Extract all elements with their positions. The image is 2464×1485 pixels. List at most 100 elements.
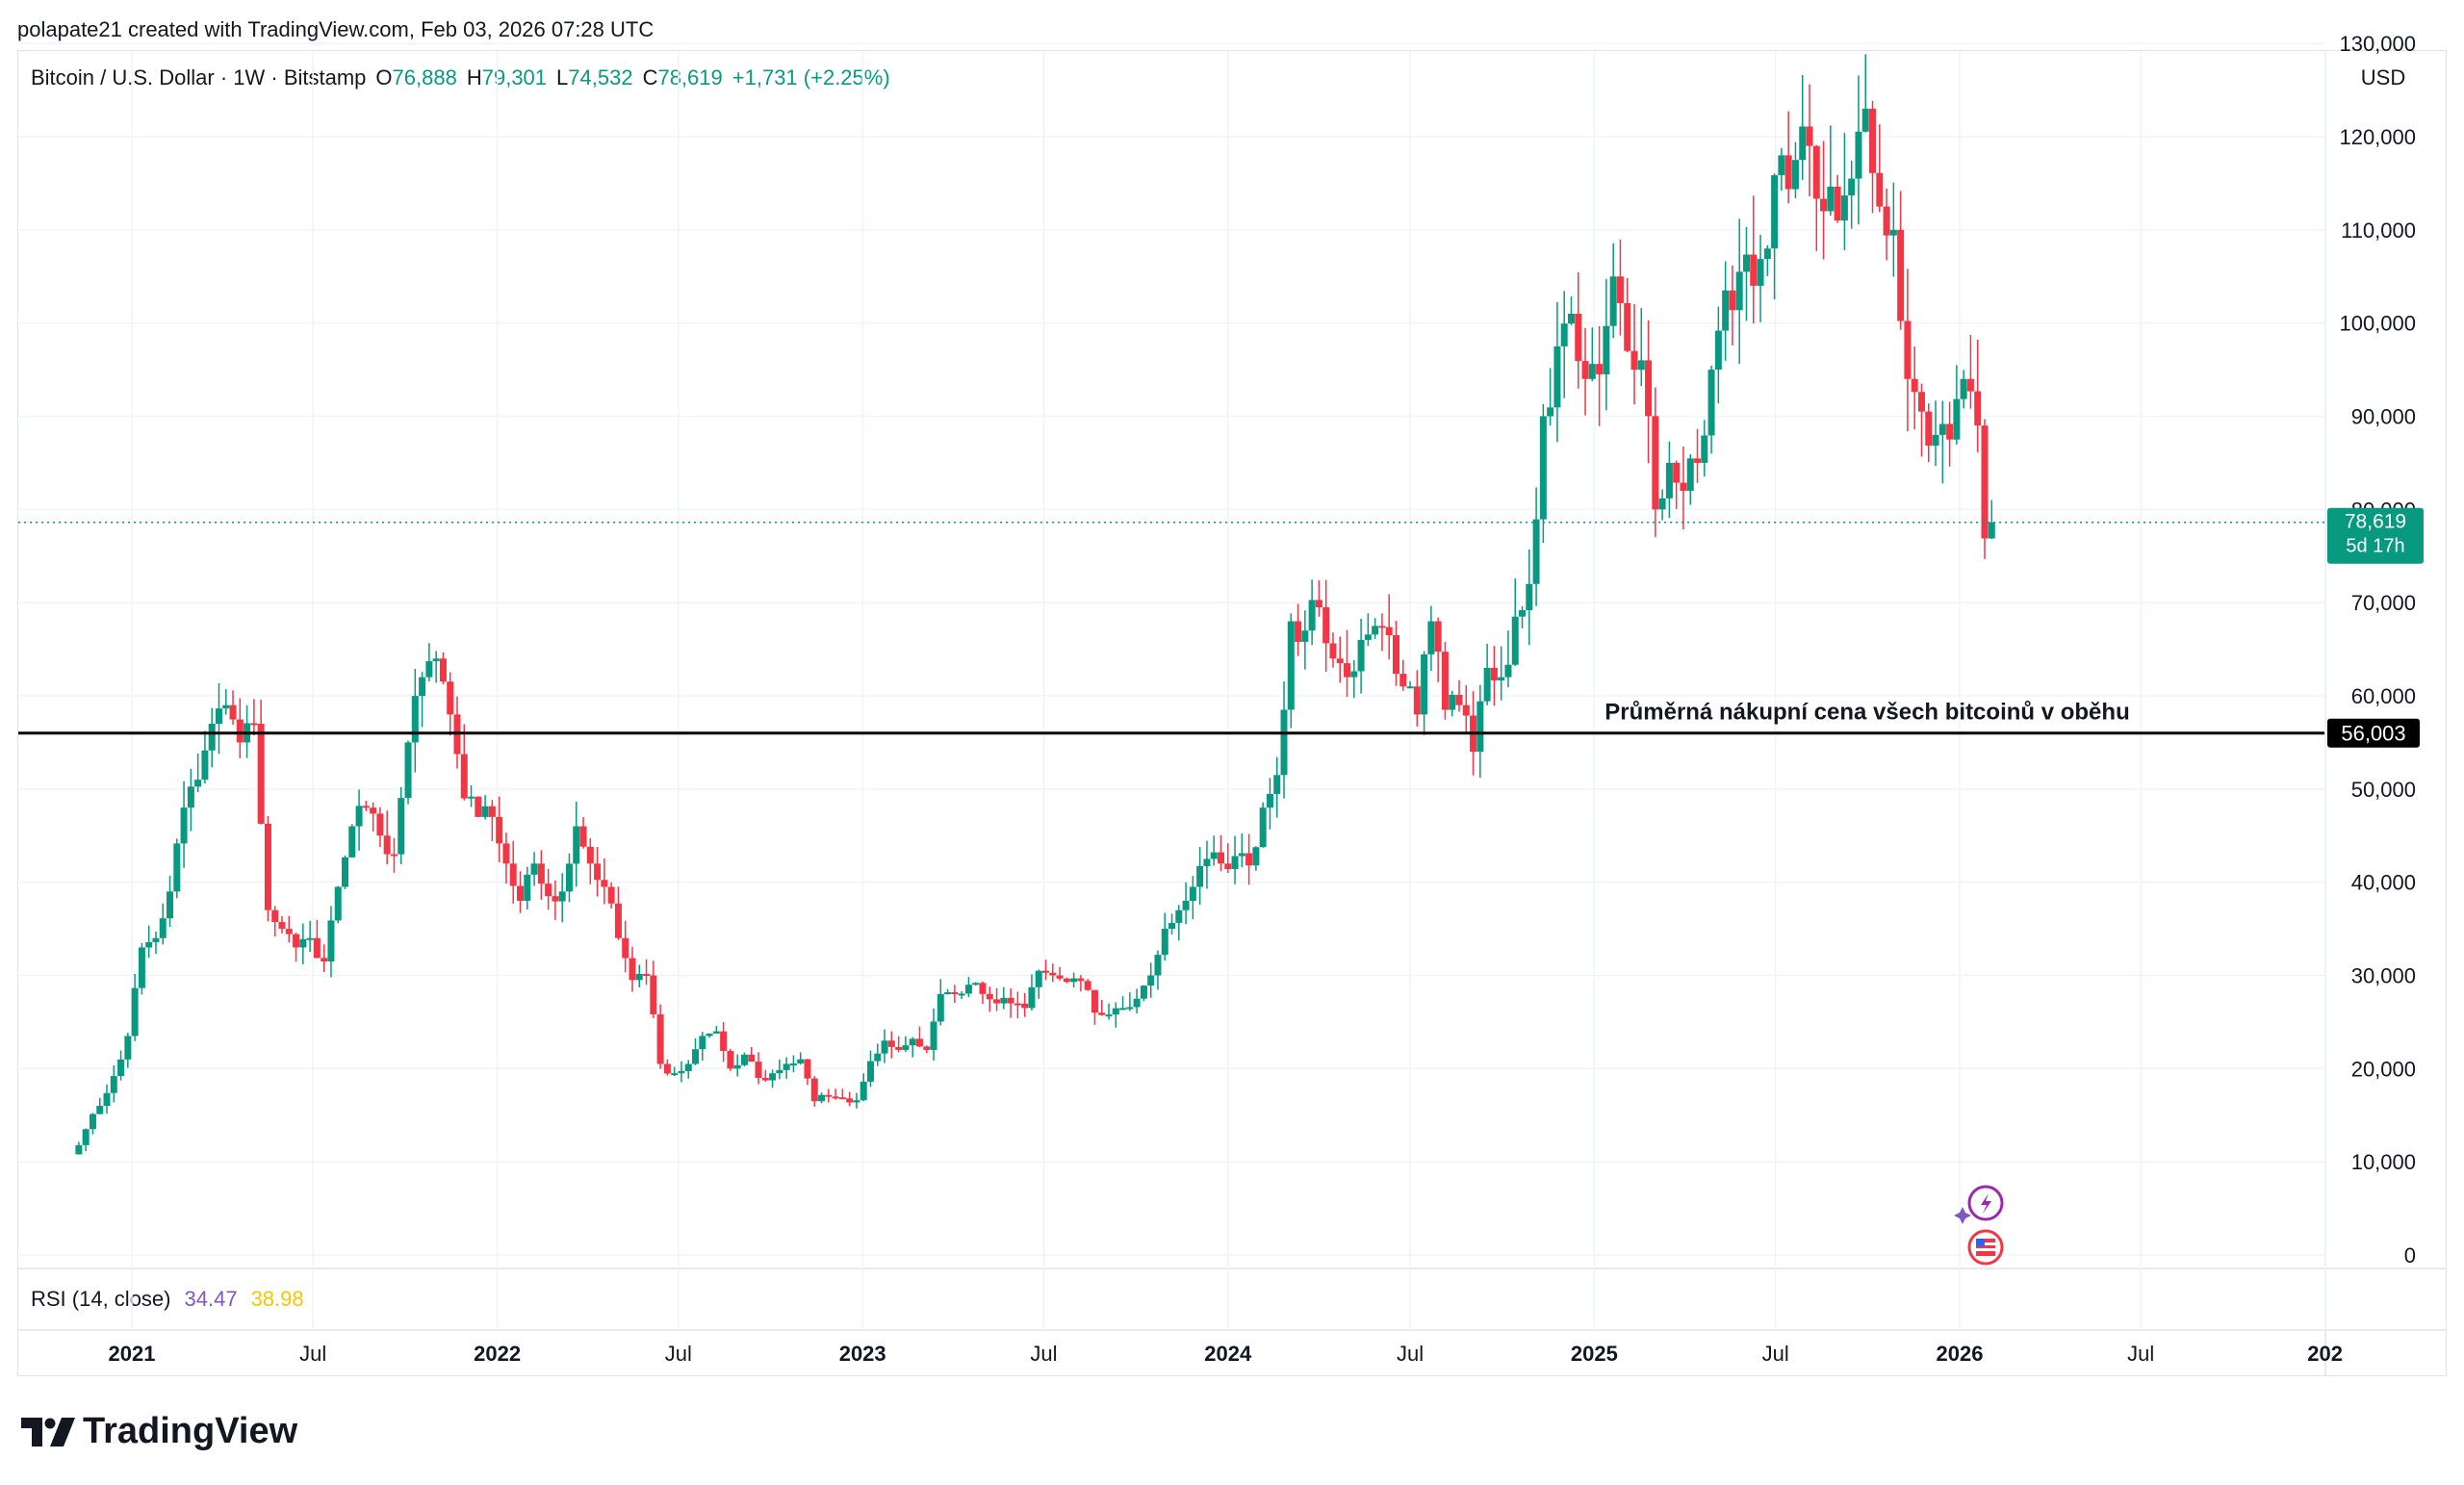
- y-tick-label: 120,000: [2339, 125, 2416, 149]
- candle: [524, 866, 531, 910]
- candle-body: [958, 993, 965, 996]
- candle: [1840, 133, 1848, 250]
- candle-body: [1077, 978, 1085, 982]
- candle-body: [1449, 694, 1456, 710]
- rsi-legend: RSI (14, close) 34.47 38.98: [31, 1287, 304, 1312]
- candle-body: [1322, 607, 1330, 644]
- candle: [1441, 641, 1449, 720]
- candle: [1476, 684, 1484, 779]
- candle: [1645, 320, 1653, 464]
- currency-button[interactable]: USD: [2360, 65, 2406, 90]
- candle: [958, 991, 965, 1000]
- candle-body: [1707, 370, 1715, 436]
- candle: [818, 1092, 826, 1104]
- candle-body: [951, 992, 959, 995]
- candle: [993, 987, 1001, 1011]
- candle-body: [804, 1059, 811, 1079]
- candle: [1735, 218, 1743, 364]
- candle-body: [1014, 1003, 1021, 1006]
- candle-body: [1911, 378, 1918, 393]
- candle-body: [979, 983, 987, 994]
- candle-body: [1295, 621, 1302, 642]
- candle: [692, 1037, 700, 1065]
- candle: [1217, 834, 1224, 872]
- candle-body: [1344, 663, 1351, 678]
- candle: [1238, 833, 1245, 868]
- candle-body: [1553, 346, 1561, 408]
- candle-body: [1161, 929, 1168, 956]
- tradingview-logo-icon: [21, 1417, 75, 1447]
- candle: [1252, 846, 1260, 871]
- candle-body: [776, 1069, 783, 1074]
- candle-body: [1203, 858, 1211, 866]
- candle-body: [348, 826, 356, 858]
- us-flag-event-icon[interactable]: [1967, 1229, 2004, 1266]
- candle: [810, 1076, 818, 1107]
- candle: [327, 906, 335, 978]
- candle: [194, 753, 202, 793]
- candle-body: [748, 1054, 756, 1063]
- candle: [167, 875, 174, 928]
- lightning-event-icon[interactable]: [1954, 1185, 2004, 1224]
- candle-body: [684, 1063, 692, 1071]
- candle: [776, 1059, 783, 1080]
- candle: [769, 1069, 777, 1088]
- high-label: H: [466, 65, 482, 90]
- candle: [720, 1021, 728, 1063]
- candle: [1707, 366, 1715, 454]
- candle-body: [1035, 970, 1042, 987]
- tradingview-logo[interactable]: TradingView: [21, 1411, 297, 1452]
- candle: [404, 740, 412, 805]
- candle: [1449, 690, 1456, 717]
- symbol-label[interactable]: Bitcoin / U.S. Dollar · 1W · Bitstamp: [31, 65, 367, 90]
- candle-body: [257, 724, 265, 824]
- candle: [1498, 646, 1505, 701]
- candle: [468, 784, 475, 807]
- candle-body: [1042, 970, 1049, 973]
- x-tick-label: 2022: [474, 1342, 521, 1366]
- candle: [342, 855, 349, 889]
- candle: [678, 1061, 685, 1083]
- candle: [103, 1084, 111, 1114]
- x-tick-label: 2025: [1571, 1342, 1618, 1366]
- candle: [180, 781, 188, 868]
- candle: [306, 920, 314, 953]
- price-axis[interactable]: 130,000120,000110,000100,00090,00080,000…: [2339, 32, 2416, 1267]
- candle-body: [1056, 975, 1064, 979]
- candle-body: [1581, 361, 1589, 379]
- candle: [1203, 840, 1211, 889]
- candle-body: [1217, 852, 1224, 864]
- candle: [321, 944, 328, 972]
- rsi-label[interactable]: RSI (14, close): [31, 1287, 171, 1311]
- candle-body: [1778, 155, 1785, 176]
- candle: [1820, 141, 1828, 260]
- candle: [1133, 988, 1141, 1014]
- time-axis[interactable]: 2021 Jul 2022 Jul 2023 Jul 2024 Jul 2025 Jul 2026 J…: [109, 1342, 2343, 1366]
- candle-body: [1974, 391, 1982, 426]
- candle-body: [425, 661, 433, 678]
- candle-body: [663, 1063, 671, 1074]
- candle-body: [1645, 360, 1653, 417]
- candle-body: [1182, 901, 1190, 910]
- candle-body: [1168, 922, 1176, 930]
- candle: [748, 1046, 756, 1063]
- candle-body: [313, 937, 321, 959]
- candle-body: [1567, 313, 1575, 324]
- candle: [355, 789, 363, 851]
- candle: [187, 768, 194, 832]
- candle-body: [1378, 626, 1386, 628]
- x-tick-label: Jul: [1030, 1342, 1057, 1366]
- candle-body: [264, 823, 271, 910]
- candle-body: [1938, 423, 1946, 435]
- candle-body: [468, 796, 475, 799]
- candle-body: [1413, 686, 1421, 715]
- y-tick-label: 130,000: [2339, 32, 2416, 56]
- candle: [650, 960, 657, 1019]
- candle: [1526, 549, 1533, 646]
- low-label: L: [556, 65, 569, 90]
- candle-body: [797, 1059, 805, 1063]
- candle-body: [1883, 206, 1890, 236]
- candle-body: [1063, 978, 1070, 983]
- candle: [236, 698, 244, 759]
